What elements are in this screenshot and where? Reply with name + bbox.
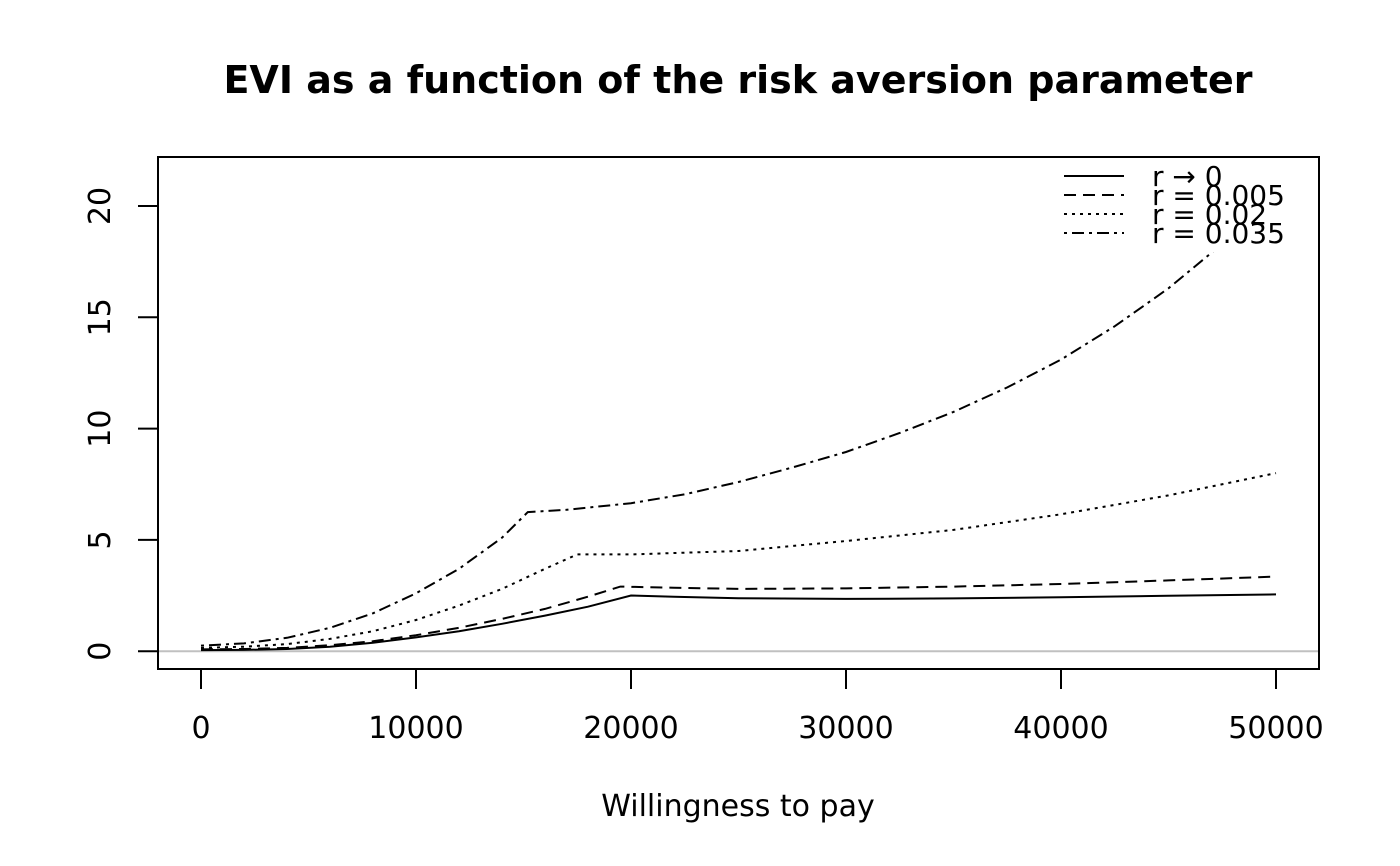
legend-box — [1037, 158, 1318, 252]
x-axis-label: Willingness to pay — [601, 789, 875, 824]
y-tick-label-1: 5 — [83, 530, 118, 549]
y-tick-label-3: 15 — [83, 298, 118, 336]
x-axis: 0 10000 20000 30000 40000 50000 — [191, 668, 1324, 746]
series-line-3 — [200, 194, 1277, 647]
legend-label-3: r = 0.035 — [1152, 217, 1285, 250]
x-tick-label-4: 40000 — [1013, 711, 1108, 746]
series-line-0 — [200, 593, 1277, 652]
y-axis: 0 5 10 15 20 — [83, 187, 159, 661]
y-tick-label-4: 20 — [83, 187, 118, 225]
chart-title: EVI as a function of the risk aversion p… — [223, 58, 1252, 102]
x-tick-label-0: 0 — [191, 711, 210, 746]
legend-label-0: r → 0 — [1152, 160, 1223, 193]
series-line-2 — [200, 472, 1277, 649]
series-line-1 — [200, 575, 1277, 651]
x-tick-label-2: 20000 — [583, 711, 678, 746]
x-tick-label-1: 10000 — [368, 711, 463, 746]
y-tick-label-2: 10 — [83, 410, 118, 448]
series-layer — [200, 194, 1277, 652]
x-tick-label-5: 50000 — [1228, 711, 1323, 746]
legend-label-2: r = 0.02 — [1152, 198, 1267, 231]
x-tick-label-3: 30000 — [798, 711, 893, 746]
legend-label-1: r = 0.005 — [1152, 179, 1285, 212]
y-tick-label-0: 0 — [83, 642, 118, 661]
